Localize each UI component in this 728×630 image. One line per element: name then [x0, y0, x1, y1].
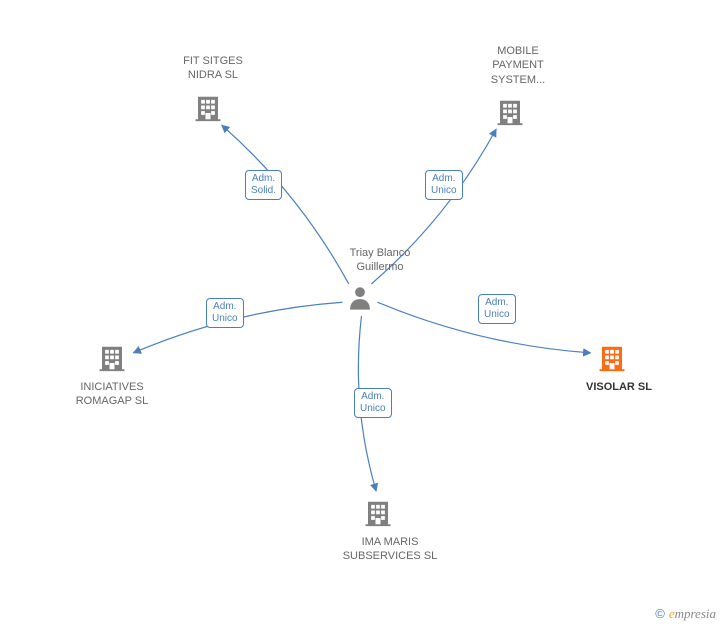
- building-icon-ima-maris: [363, 498, 393, 528]
- building-icon-mobile-payment: [495, 97, 525, 127]
- copyright-symbol: ©: [655, 606, 665, 621]
- person-icon: [346, 284, 374, 312]
- node-label-iniciatives: INICIATIVES ROMAGAP SL: [62, 380, 162, 409]
- node-label-mobile-payment: MOBILE PAYMENT SYSTEM...: [478, 44, 558, 87]
- brand-rest: mpresia: [675, 606, 716, 621]
- building-icon-visolar: [597, 343, 627, 373]
- edge-label-ima-maris: Adm. Unico: [354, 388, 392, 418]
- edge-label-visolar: Adm. Unico: [478, 294, 516, 324]
- node-label-fit-sitges: FIT SITGES NIDRA SL: [168, 54, 258, 83]
- edge-fit-sitges: [222, 125, 349, 284]
- edge-label-fit-sitges: Adm. Solid.: [245, 170, 282, 200]
- watermark: ©empresia: [655, 606, 716, 622]
- edge-label-mobile-payment: Adm. Unico: [425, 170, 463, 200]
- edge-label-iniciatives: Adm. Unico: [206, 298, 244, 328]
- node-label-visolar: VISOLAR SL: [574, 380, 664, 394]
- node-label-ima-maris: IMA MARIS SUBSERVICES SL: [330, 535, 450, 564]
- building-icon-iniciatives: [97, 343, 127, 373]
- building-icon-fit-sitges: [193, 93, 223, 123]
- center-node-label: Triay Blanco Guillermo: [335, 246, 425, 275]
